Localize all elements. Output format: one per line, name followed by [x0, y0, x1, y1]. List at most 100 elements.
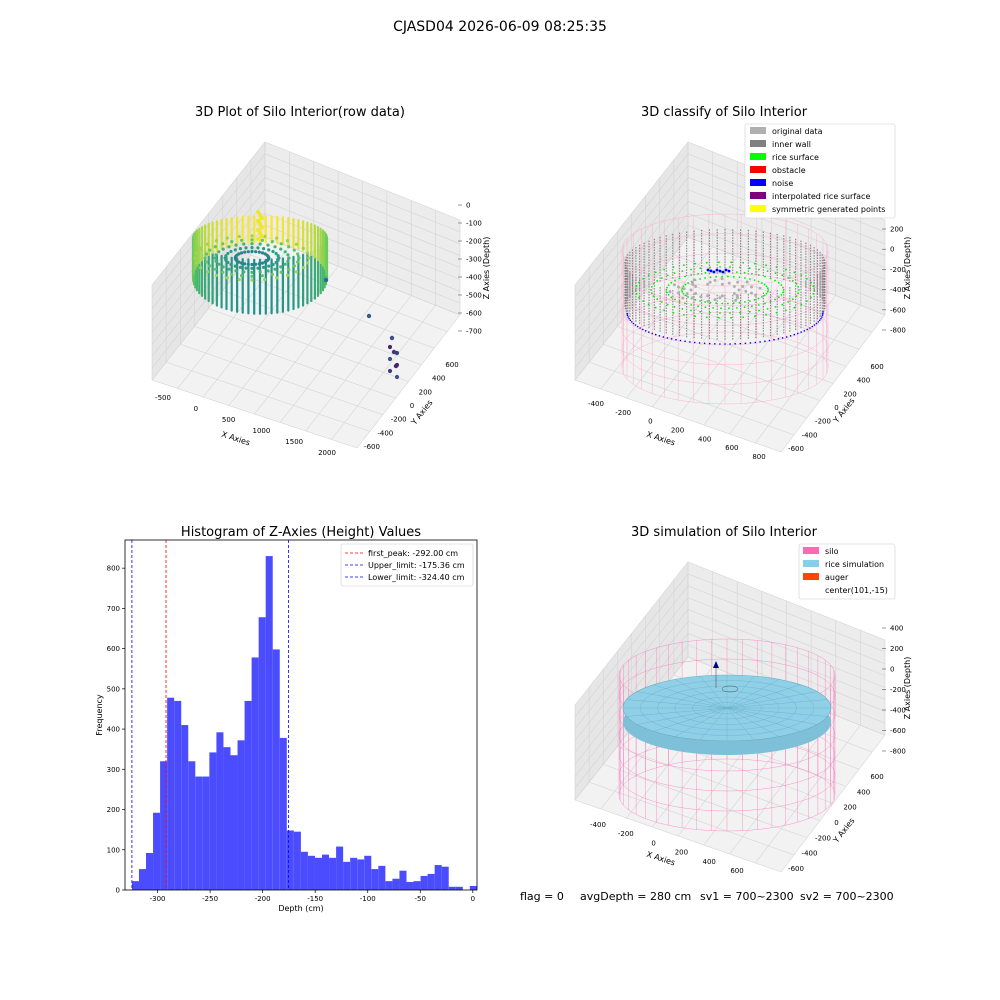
- classify-rice-point: [709, 266, 711, 269]
- panel-simulation-3d: 3D simulation of Silo Interior -400-2000…: [574, 525, 912, 875]
- histogram-frame: [124, 539, 478, 891]
- grid-line: [222, 290, 422, 366]
- panel-raw-title: 3D Plot of Silo Interior(row data): [195, 105, 405, 120]
- histogram-bar: [167, 697, 175, 890]
- classify-rice-point: [753, 279, 756, 281]
- raw-point: [262, 247, 266, 251]
- classify-original-point: [736, 280, 740, 284]
- raw-point: [297, 256, 301, 260]
- classify-rice-point: [765, 264, 767, 267]
- classify-legend-swatch: [750, 140, 766, 147]
- raw-point: [287, 267, 291, 271]
- classify-original-point: [685, 292, 689, 295]
- raw-point: [243, 262, 247, 266]
- simulation-x-ticks: -400 -200 0 200 400 600: [590, 821, 744, 875]
- classify-original-point: [691, 283, 695, 286]
- classify-original-point: [689, 288, 693, 292]
- classify-rice-point: [654, 271, 657, 274]
- simulation-legend-label: auger: [825, 573, 849, 582]
- classify-rice-point: [757, 274, 760, 276]
- classify-rice-point: [748, 310, 751, 313]
- classify-rice-point: [663, 309, 665, 312]
- classify-silo-wireframe: [621, 213, 829, 287]
- classify-x-tick: 0: [648, 418, 652, 426]
- classify-rice-point: [635, 292, 638, 295]
- histogram-bar: [448, 886, 456, 890]
- simulation-legend-label: silo: [825, 547, 839, 556]
- classify-original-point: [732, 292, 736, 295]
- raw-z-tick: -600: [466, 310, 482, 318]
- grid-line: [574, 632, 886, 777]
- raw-point: [305, 251, 310, 255]
- classify-original-point: [677, 285, 680, 289]
- simulation-rice-grid: [626, 707, 728, 717]
- simulation-legend-label: rice simulation: [825, 560, 884, 569]
- classify-legend-label: obstacle: [772, 166, 806, 175]
- raw-x-tick: 0: [194, 405, 198, 413]
- simulation-auger-marker: [713, 661, 719, 668]
- classify-rice-point: [730, 261, 732, 264]
- classify-rice-point: [682, 292, 685, 295]
- classify-rice-point: [736, 307, 738, 309]
- classify-rice-point: [699, 267, 702, 270]
- classify-rice-point: [774, 298, 776, 301]
- raw-point: [238, 265, 242, 269]
- raw-point: [221, 270, 225, 274]
- raw-point: [233, 248, 237, 252]
- raw-point: [274, 260, 278, 265]
- grid-line: [574, 224, 886, 369]
- classify-noise-point: [631, 321, 633, 323]
- grid-line: [574, 201, 886, 345]
- classify-rice-point: [800, 274, 803, 277]
- classify-noise-point: [666, 337, 669, 339]
- raw-y-tick: 600: [445, 361, 458, 369]
- classify-rice-point: [813, 289, 816, 291]
- classify-original-point: [718, 296, 722, 300]
- classify-rice-point: [666, 303, 669, 306]
- classify-noise-point: [797, 332, 799, 335]
- raw-point: [205, 270, 210, 274]
- classify-rice-point: [647, 303, 650, 306]
- raw-point: [250, 242, 254, 246]
- classify-rice-point: [712, 307, 714, 309]
- classify-noise-point: [709, 269, 713, 273]
- histogram-y-tick: 100: [107, 846, 120, 854]
- classify-rice-point: [683, 264, 685, 267]
- simulation-rice-grid: [726, 707, 818, 725]
- classify-x-tick: -400: [588, 400, 604, 408]
- classify-rice-point: [666, 286, 668, 289]
- raw-outlier-point: [394, 374, 400, 380]
- classify-x-tick: 200: [671, 427, 684, 435]
- histogram-bar: [322, 854, 330, 890]
- raw-x-ticks: -500 0 500 1000 1500 2000: [155, 394, 336, 457]
- raw-point: [240, 238, 244, 242]
- classify-rice-point: [763, 294, 766, 297]
- classify-z-axis-label: Z Axies (Depth): [903, 237, 912, 300]
- classify-rice-point: [795, 295, 798, 298]
- classify-noise-point: [785, 336, 788, 338]
- simulation-y-tick: 200: [843, 804, 856, 812]
- raw-point: [193, 256, 197, 260]
- panel-raw-3d: 3D Plot of Silo Interior(row data) -5000…: [151, 105, 491, 457]
- simulation-x-tick: 200: [675, 849, 688, 857]
- raw-point: [283, 250, 287, 254]
- simulation-legend-swatch: [803, 573, 819, 580]
- classify-rice-point: [684, 294, 687, 297]
- histogram-bar: [202, 776, 210, 890]
- histogram-y-tick: 500: [107, 685, 120, 693]
- grid-line: [574, 609, 886, 753]
- simulation-rice-grid: [699, 675, 728, 709]
- simulation-x-tick: 600: [730, 867, 743, 875]
- raw-point: [237, 277, 241, 282]
- classify-3d-points: [621, 213, 829, 405]
- raw-outlier-point: [387, 368, 393, 374]
- raw-z-tick: -500: [466, 292, 482, 300]
- classify-original-point: [720, 277, 724, 281]
- classify-original-point: [758, 286, 762, 290]
- raw-outlier-point: [323, 277, 329, 283]
- histogram-bar: [343, 861, 351, 890]
- classify-original-point: [706, 294, 710, 298]
